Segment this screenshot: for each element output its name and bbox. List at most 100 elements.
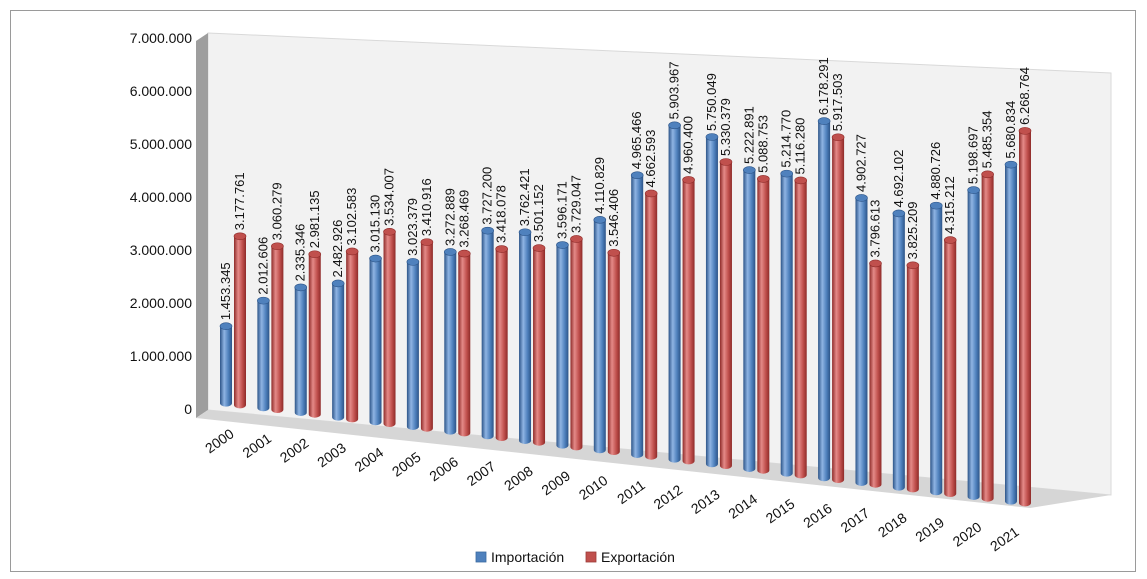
bar-exportacion <box>457 249 471 437</box>
data-label: 3.546.406 <box>606 189 621 247</box>
bar-exportacion <box>233 232 247 409</box>
legend: Importación Exportación <box>475 549 675 565</box>
bar-top <box>271 242 284 251</box>
data-label: 4.902.727 <box>853 134 868 192</box>
legend-label-importacion: Importación <box>491 549 564 565</box>
data-label: 1.453.345 <box>218 262 233 320</box>
bar-top <box>630 171 644 180</box>
bar-body <box>294 287 307 416</box>
bar-body <box>719 161 732 470</box>
data-label: 3.023.379 <box>405 198 420 256</box>
y-tick-label: 0 <box>184 401 192 417</box>
bar-body <box>406 261 419 430</box>
bar-body <box>519 232 532 444</box>
bar-top <box>420 238 434 246</box>
bar-top <box>668 121 681 130</box>
bar-top <box>593 216 607 224</box>
bar-top <box>308 250 322 259</box>
bar-body <box>1005 164 1017 505</box>
x-tick-label: 2003 <box>314 439 349 470</box>
bar-exportacion <box>532 244 546 446</box>
bar-top <box>644 189 658 198</box>
data-label: 2.482.926 <box>330 220 345 278</box>
data-label: 3.534.007 <box>382 168 397 226</box>
y-tick-label: 6.000.000 <box>130 83 192 99</box>
bar-importacion <box>219 322 233 407</box>
x-tick-label: 2005 <box>389 449 424 480</box>
bar-top <box>869 259 882 268</box>
data-label: 3.727.200 <box>480 167 495 225</box>
y-tick-label: 1.000.000 <box>130 348 192 364</box>
y-tick-label: 3.000.000 <box>130 242 192 258</box>
data-label: 3.410.916 <box>419 178 434 236</box>
bar-top <box>443 248 457 256</box>
x-tick-label: 2012 <box>651 481 686 512</box>
data-label: 3.596.171 <box>554 181 569 239</box>
bar-importacion <box>257 296 270 412</box>
bar-top <box>929 201 943 210</box>
bar-top <box>495 245 508 253</box>
bar-top <box>294 283 308 292</box>
x-tick-label: 2009 <box>538 467 573 498</box>
x-tick-label: 2014 <box>725 491 760 522</box>
bar-body <box>869 263 882 488</box>
bar-exportacion <box>757 175 770 474</box>
bar-body <box>257 300 270 412</box>
bars-group <box>219 117 1032 507</box>
legend-swatch-exportacion <box>585 551 597 563</box>
bar-top <box>406 258 420 266</box>
bar-body <box>332 283 345 421</box>
bar-body <box>743 170 756 472</box>
data-label: 5.903.967 <box>667 61 682 119</box>
bar-body <box>668 125 681 463</box>
x-tick-label: 2016 <box>800 500 835 531</box>
data-label: 3.762.421 <box>517 168 532 226</box>
bar-exportacion <box>869 259 882 488</box>
bar-importacion <box>929 201 943 496</box>
bar-top <box>892 209 906 218</box>
legend-swatch-importacion <box>475 551 487 563</box>
x-tick-label: 2004 <box>352 444 387 475</box>
bar-top <box>383 228 396 236</box>
bar-exportacion <box>308 250 322 418</box>
bar-body <box>682 179 695 465</box>
bar-exportacion <box>906 261 920 493</box>
bar-importacion <box>743 166 756 472</box>
bar-importacion <box>331 279 345 421</box>
bar-body <box>308 254 321 418</box>
bar-body <box>234 236 246 409</box>
data-label: 3.796.613 <box>867 200 882 258</box>
bar-top <box>331 279 345 288</box>
bar-exportacion <box>831 133 845 484</box>
bar-body <box>967 190 980 500</box>
data-label: 2.335.346 <box>293 224 308 282</box>
bar-exportacion <box>943 236 957 498</box>
x-tick-label: 2002 <box>277 435 312 466</box>
bar-top <box>345 247 359 256</box>
bar-importacion <box>518 228 532 444</box>
bar-exportacion <box>981 170 994 502</box>
bar-body <box>794 180 807 479</box>
y-axis: 0 1.000.000 2.000.000 3.000.000 4.000.000 5.0… <box>130 30 193 417</box>
legend-label-exportacion: Exportación <box>601 549 675 565</box>
bar-body <box>383 231 396 428</box>
data-label: 5.750.049 <box>704 73 719 131</box>
bar-importacion <box>668 121 681 463</box>
bar-importacion <box>1004 160 1018 505</box>
data-label: 3.177.761 <box>232 172 247 230</box>
data-label: 3.825.209 <box>905 201 920 259</box>
bar-body <box>930 205 943 496</box>
bar-top <box>906 261 920 270</box>
x-tick-label: 2008 <box>501 463 536 494</box>
bar-top <box>831 133 845 142</box>
bar-top <box>257 296 270 305</box>
bar-exportacion <box>271 242 284 414</box>
x-tick-label: 2017 <box>837 505 872 536</box>
bar-exportacion <box>345 247 359 423</box>
data-label: 3.268.469 <box>456 190 471 248</box>
bar-body <box>981 174 994 502</box>
bar-exportacion <box>607 248 621 456</box>
